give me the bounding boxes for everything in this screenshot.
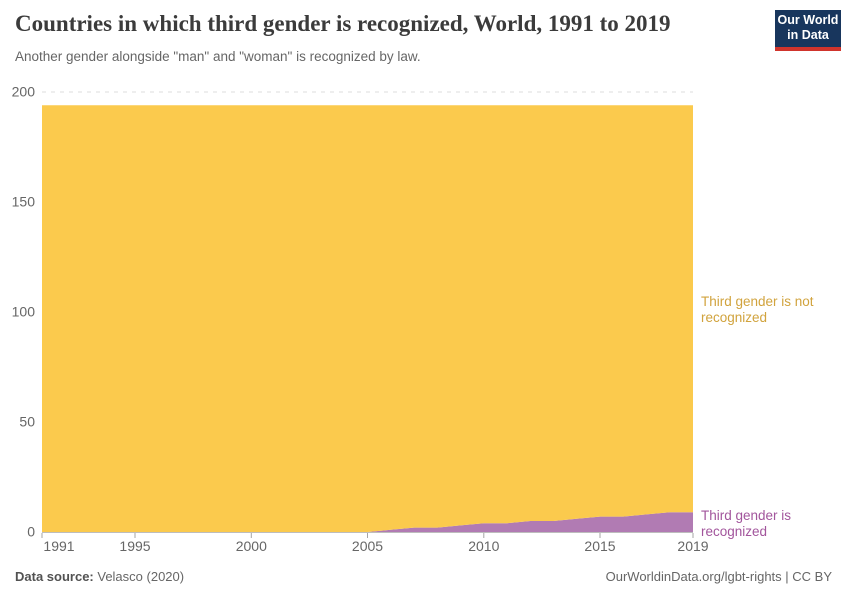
area-not-recognized[interactable] <box>42 105 693 532</box>
series-label-line: Third gender is not <box>701 294 814 309</box>
x-tick-label: 2010 <box>468 538 499 554</box>
series-label-recognized: Third gender is recognized <box>701 508 841 540</box>
y-tick-label: 0 <box>27 524 35 540</box>
logo-line-1: Our World <box>777 13 839 27</box>
x-tick-label: 2000 <box>236 538 267 554</box>
y-tick-label: 150 <box>12 194 36 210</box>
y-tick-label: 50 <box>19 414 35 430</box>
series-label-line: recognized <box>701 524 768 539</box>
x-tick-label: 2005 <box>352 538 383 554</box>
chart-footer: Data source: Velasco (2020) OurWorldinDa… <box>15 569 832 584</box>
data-source-value: Velasco (2020) <box>93 569 185 584</box>
footer-credit-link[interactable]: OurWorldinData.org/lgbt-rights | CC BY <box>605 569 832 584</box>
area-recognized[interactable] <box>42 512 693 532</box>
owid-logo: Our World in Data <box>775 10 841 51</box>
series-label-line: recognized <box>701 310 768 325</box>
page-title: Countries in which third gender is recog… <box>15 11 671 36</box>
chart-subtitle: Another gender alongside "man" and "woma… <box>15 49 421 64</box>
logo-line-2: in Data <box>787 28 829 42</box>
y-tick-label: 200 <box>12 84 36 100</box>
x-tick-label: 1991 <box>43 538 74 554</box>
x-tick-label: 1995 <box>119 538 150 554</box>
y-tick-label: 100 <box>12 304 36 320</box>
data-source: Data source: Velasco (2020) <box>15 569 184 584</box>
series-label-line: Third gender is <box>701 508 792 523</box>
x-tick-label: 2015 <box>584 538 615 554</box>
x-tick-label: 2019 <box>677 538 708 554</box>
data-source-label: Data source: <box>15 569 94 584</box>
series-label-not-recognized: Third gender is not recognized <box>701 294 841 326</box>
